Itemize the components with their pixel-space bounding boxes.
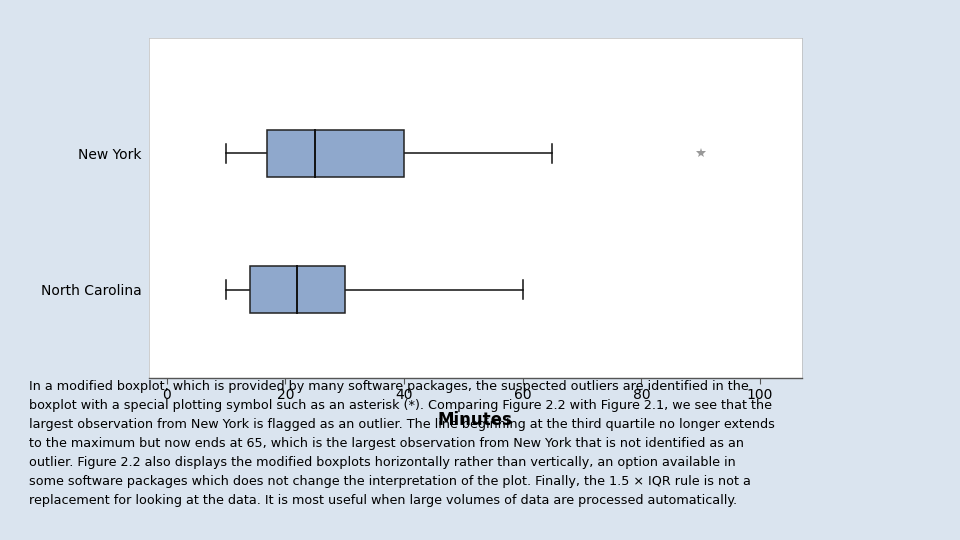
- Bar: [268, 130, 404, 177]
- Text: In a modified boxplot, which is provided by many software packages, the suspecte: In a modified boxplot, which is provided…: [29, 380, 775, 507]
- X-axis label: Minutes: Minutes: [438, 411, 513, 429]
- Bar: [250, 266, 345, 313]
